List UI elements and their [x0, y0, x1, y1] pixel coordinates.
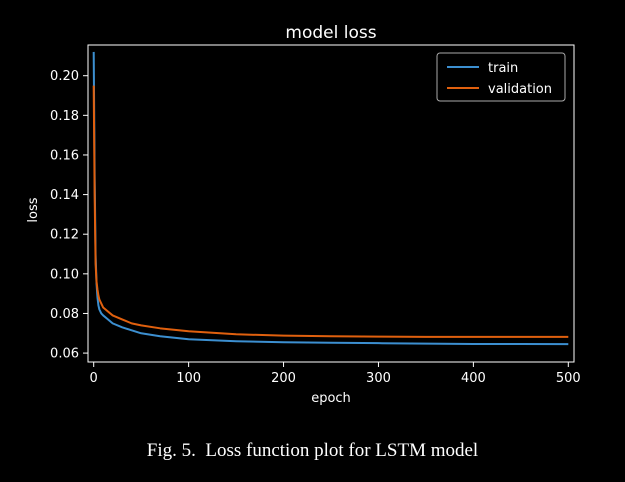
series-lines: [92, 51, 569, 346]
series-line-train: [92, 51, 569, 346]
x-tick-label: 100: [176, 371, 201, 386]
plot-frame: [87, 44, 575, 363]
x-tick-label: 400: [461, 371, 486, 386]
y-tick-label: 0.16: [50, 148, 79, 163]
chart-title: model loss: [285, 23, 376, 43]
x-axis-label: epoch: [311, 391, 351, 406]
legend-train-label: train: [488, 61, 518, 76]
figure-caption: Fig. 5. Loss function plot for LSTM mode…: [146, 440, 479, 461]
legend-validation-label: validation: [488, 82, 552, 97]
x-tick-label: 200: [271, 371, 296, 386]
y-tick-label: 0.10: [50, 267, 79, 282]
loss-chart: model loss loss epoch 0 100 200 300 400 500 0.…: [26, 23, 581, 406]
y-tick-label: 0.06: [50, 347, 79, 362]
y-tick-label: 0.20: [50, 69, 79, 84]
y-tick-label: 0.18: [50, 109, 79, 124]
axis-ticks: 0 100 200 300 400 500 0.06 0.08 0.10 0.12 0.14 0.16…: [50, 69, 581, 386]
legend: train validation: [436, 52, 566, 102]
x-tick-label: 500: [556, 371, 581, 386]
series-line-validation: [92, 85, 569, 338]
y-axis-label: loss: [26, 197, 41, 222]
x-tick-label: 300: [366, 371, 391, 386]
y-tick-label: 0.14: [50, 188, 79, 203]
y-tick-label: 0.12: [50, 228, 79, 243]
x-tick-label: 0: [90, 371, 98, 386]
y-tick-label: 0.08: [50, 307, 79, 322]
